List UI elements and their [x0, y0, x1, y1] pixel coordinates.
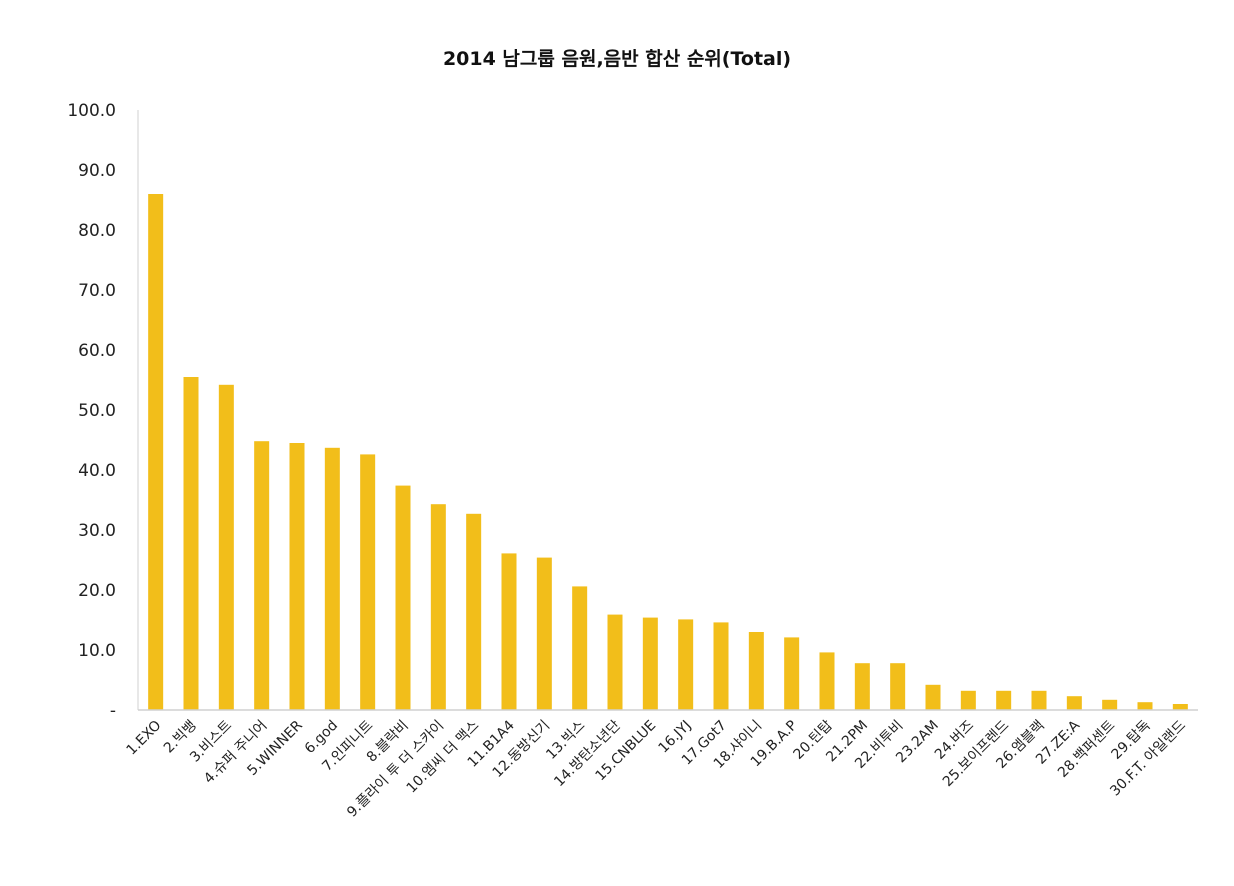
bar [1137, 702, 1153, 710]
bar [148, 194, 164, 710]
bar [713, 622, 729, 710]
bar [996, 690, 1012, 710]
bar [854, 663, 870, 710]
y-tick-label: 90.0 [78, 161, 116, 181]
bar [819, 652, 835, 710]
bar [890, 663, 906, 710]
bars [148, 194, 1188, 710]
bar [572, 586, 588, 710]
y-tick-label: 30.0 [78, 521, 116, 541]
bar [501, 553, 517, 710]
bar [254, 441, 270, 710]
bar [678, 619, 694, 710]
bar [784, 637, 800, 710]
y-tick-label: 20.0 [78, 581, 116, 601]
bar [183, 377, 199, 710]
y-tick-label: 40.0 [78, 461, 116, 481]
y-tick-label: 100.0 [67, 101, 116, 121]
x-tick-label: 1.EXO [124, 718, 165, 759]
y-tick-label: 10.0 [78, 641, 116, 661]
y-tick-label: 60.0 [78, 341, 116, 361]
bar [1031, 690, 1047, 710]
bar [289, 443, 305, 710]
y-tick-label: 70.0 [78, 281, 116, 301]
bar [1066, 696, 1082, 710]
bar [642, 617, 658, 710]
bar [324, 447, 340, 710]
bar [466, 513, 482, 710]
bar [748, 632, 764, 710]
bar [1102, 699, 1118, 710]
bar [960, 690, 976, 710]
bar [430, 504, 446, 710]
bar [607, 614, 623, 710]
bar [925, 684, 941, 710]
bar [536, 557, 552, 710]
bar [395, 485, 411, 710]
y-tick-label: 50.0 [78, 401, 116, 421]
bar [360, 454, 376, 710]
bar [218, 384, 234, 710]
bar [1172, 704, 1188, 710]
y-axis: - 10.0 20.0 30.0 40.0 50.0 60.0 70.0 80.0 90.0 100… [67, 101, 139, 721]
y-tick-label: - [110, 701, 116, 721]
chart-title: 2014 남그룹 음원,음반 합산 순위(Total) [442, 48, 792, 70]
y-tick-label: 80.0 [78, 221, 116, 241]
